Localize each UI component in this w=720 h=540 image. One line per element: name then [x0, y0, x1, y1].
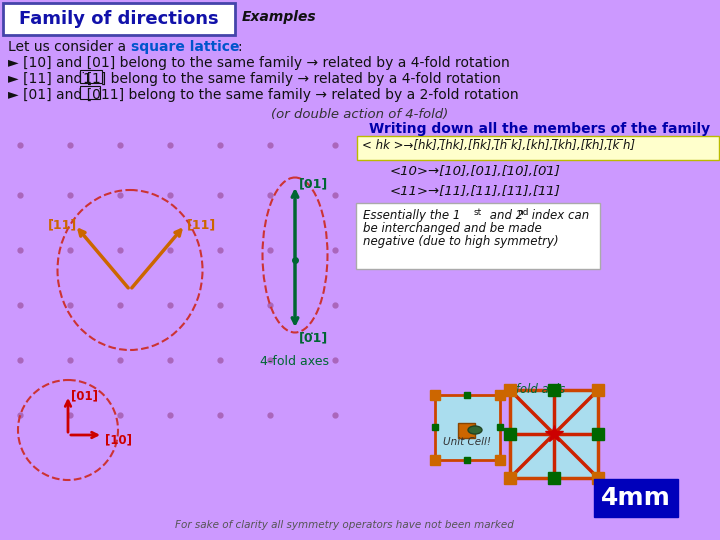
- Text: 4-fold axes: 4-fold axes: [261, 355, 330, 368]
- Text: [11]: [11]: [187, 218, 216, 231]
- Bar: [435, 395, 500, 460]
- Text: st: st: [474, 208, 482, 217]
- Text: and 2: and 2: [486, 209, 523, 222]
- Text: index can: index can: [528, 209, 589, 222]
- Text: Family of directions: Family of directions: [19, 10, 219, 28]
- Text: <11>→[11],[͘11],[1͘1],[͘1͘1]: <11>→[11],[͘11],[1͘1],[͘1͘1]: [390, 185, 561, 198]
- Bar: [510, 390, 598, 478]
- Text: [10]: [10]: [105, 433, 132, 446]
- FancyBboxPatch shape: [594, 479, 678, 517]
- Text: [01]: [01]: [71, 389, 98, 402]
- Text: ► [10] and [01] belong to the same family → related by a 4-fold rotation: ► [10] and [01] belong to the same famil…: [8, 56, 510, 70]
- Text: nd: nd: [517, 208, 528, 217]
- Text: Let us consider a: Let us consider a: [8, 40, 130, 54]
- Bar: [458, 423, 475, 438]
- Text: Essentially the 1: Essentially the 1: [363, 209, 460, 222]
- Text: [01]: [01]: [299, 177, 328, 190]
- Text: <10>→[10],[01],[͘10],[0͘1]: <10>→[10],[01],[͘10],[0͘1]: [390, 165, 561, 178]
- Ellipse shape: [468, 426, 482, 434]
- Text: For sake of clarity all symmetry operators have not been marked: For sake of clarity all symmetry operato…: [175, 520, 514, 530]
- Text: Examples: Examples: [242, 10, 317, 24]
- Text: (or double action of 4-fold): (or double action of 4-fold): [271, 108, 449, 121]
- Text: be interchanged and be made: be interchanged and be made: [363, 222, 541, 235]
- FancyBboxPatch shape: [357, 136, 719, 160]
- FancyBboxPatch shape: [3, 3, 235, 35]
- Text: ► [11] and [: ► [11] and [: [8, 72, 92, 86]
- Text: [0͘1]: [0͘1]: [299, 331, 328, 344]
- Text: 4mm: 4mm: [601, 486, 671, 510]
- Text: < hk >→[hk],[̅hk],[h̅k],[̅h ̅k],[kh],[̅kh],[k̅h],[̅k ̅h]: < hk >→[hk],[̅hk],[h̅k],[̅h ̅k],[kh],[̅k…: [362, 139, 635, 152]
- Text: ͘11] belong to the same family → related by a 4-fold rotation: ͘11] belong to the same family → related…: [83, 72, 500, 86]
- FancyBboxPatch shape: [356, 203, 600, 269]
- Text: Writing down all the members of the family: Writing down all the members of the fami…: [369, 122, 711, 136]
- Text: square lattice: square lattice: [131, 40, 240, 54]
- Text: negative (due to high symmetry): negative (due to high symmetry): [363, 235, 559, 248]
- Text: :: :: [237, 40, 242, 54]
- Text: ► [01] and [0͘11] belong to the same family → related by a 2-fold rotation: ► [01] and [0͘11] belong to the same fam…: [8, 88, 518, 102]
- Text: [͘11]: [͘11]: [48, 218, 77, 231]
- Text: Unit Cell!: Unit Cell!: [443, 437, 491, 447]
- Text: 2-fold axis: 2-fold axis: [504, 383, 565, 396]
